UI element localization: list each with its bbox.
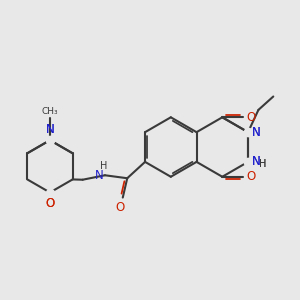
- Text: N: N: [252, 126, 261, 139]
- Text: O: O: [246, 111, 255, 124]
- Text: H: H: [259, 159, 267, 169]
- Text: CH₃: CH₃: [42, 107, 58, 116]
- Text: N: N: [252, 155, 261, 168]
- Text: O: O: [246, 170, 255, 183]
- Text: H: H: [100, 161, 107, 171]
- Text: N: N: [46, 123, 54, 136]
- Text: N: N: [252, 155, 261, 168]
- Text: O: O: [45, 197, 55, 210]
- Text: H: H: [259, 159, 267, 169]
- Text: O: O: [116, 200, 125, 214]
- Text: N: N: [252, 126, 261, 139]
- Text: N: N: [46, 123, 54, 136]
- Text: N: N: [95, 169, 103, 182]
- Text: O: O: [45, 197, 55, 210]
